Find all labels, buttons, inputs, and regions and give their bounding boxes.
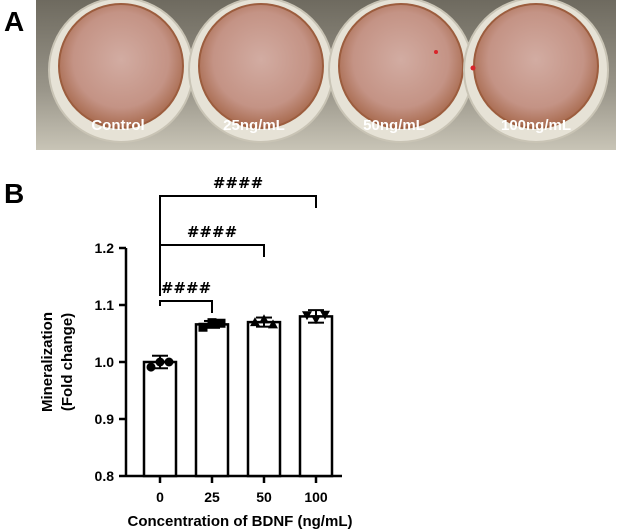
panel-label-a: A bbox=[4, 6, 25, 37]
bar bbox=[194, 323, 230, 478]
axis-labels: 0.8 0.9 1.0 1.1 1.2 0 25 50 100 Mineralization (Fo… bbox=[39, 240, 352, 530]
data-point bbox=[164, 357, 174, 367]
significance-bracket bbox=[159, 300, 213, 313]
well-control bbox=[48, 0, 194, 143]
significance-label: #### bbox=[213, 174, 263, 192]
error-bars bbox=[152, 309, 324, 370]
well-50 bbox=[328, 0, 474, 143]
mineralization-bar-chart: #### #### #### 0.8 0.9 1.0 1.1 1.2 0 25 50 100 Mine… bbox=[39, 174, 352, 530]
well-100 bbox=[463, 0, 609, 143]
well-label-50: 50ng/mL bbox=[363, 117, 425, 134]
x-tick-label: 100 bbox=[304, 489, 328, 505]
significance-bracket bbox=[159, 195, 317, 296]
significance-label: #### bbox=[187, 223, 237, 241]
x-tick-label: 50 bbox=[256, 489, 272, 505]
y-tick-label: 1.0 bbox=[95, 354, 115, 370]
significance-label: #### bbox=[161, 279, 211, 297]
culture-plate-photo: Control 25ng/mL 50ng/mL 100ng/mL bbox=[36, 0, 616, 150]
data-point bbox=[302, 311, 312, 321]
x-tick-label: 0 bbox=[156, 489, 164, 505]
y-axis-title: Mineralization bbox=[39, 312, 56, 412]
data-point bbox=[250, 317, 260, 327]
data-point bbox=[198, 322, 208, 332]
significance-brackets: #### #### #### bbox=[159, 174, 317, 313]
data-point bbox=[216, 318, 226, 328]
x-tick-label: 25 bbox=[204, 489, 220, 505]
well-label-control: Control bbox=[91, 117, 144, 134]
y-tick-label: 0.8 bbox=[95, 468, 115, 484]
y-axis-title: (Fold change) bbox=[59, 313, 76, 411]
x-axis-title: Concentration of BDNF (ng/mL) bbox=[128, 513, 353, 530]
y-tick-label: 1.2 bbox=[95, 240, 115, 256]
panel-label-b: B bbox=[4, 178, 25, 209]
bar bbox=[246, 320, 282, 478]
data-point bbox=[320, 310, 330, 320]
bars bbox=[142, 315, 334, 478]
y-tick-label: 0.9 bbox=[95, 411, 115, 427]
well-label-100: 100ng/mL bbox=[501, 117, 571, 134]
well-label-25: 25ng/mL bbox=[223, 117, 285, 134]
bar bbox=[298, 315, 334, 478]
y-tick-label: 1.1 bbox=[95, 297, 115, 313]
data-point bbox=[146, 362, 156, 372]
bar bbox=[142, 360, 178, 478]
